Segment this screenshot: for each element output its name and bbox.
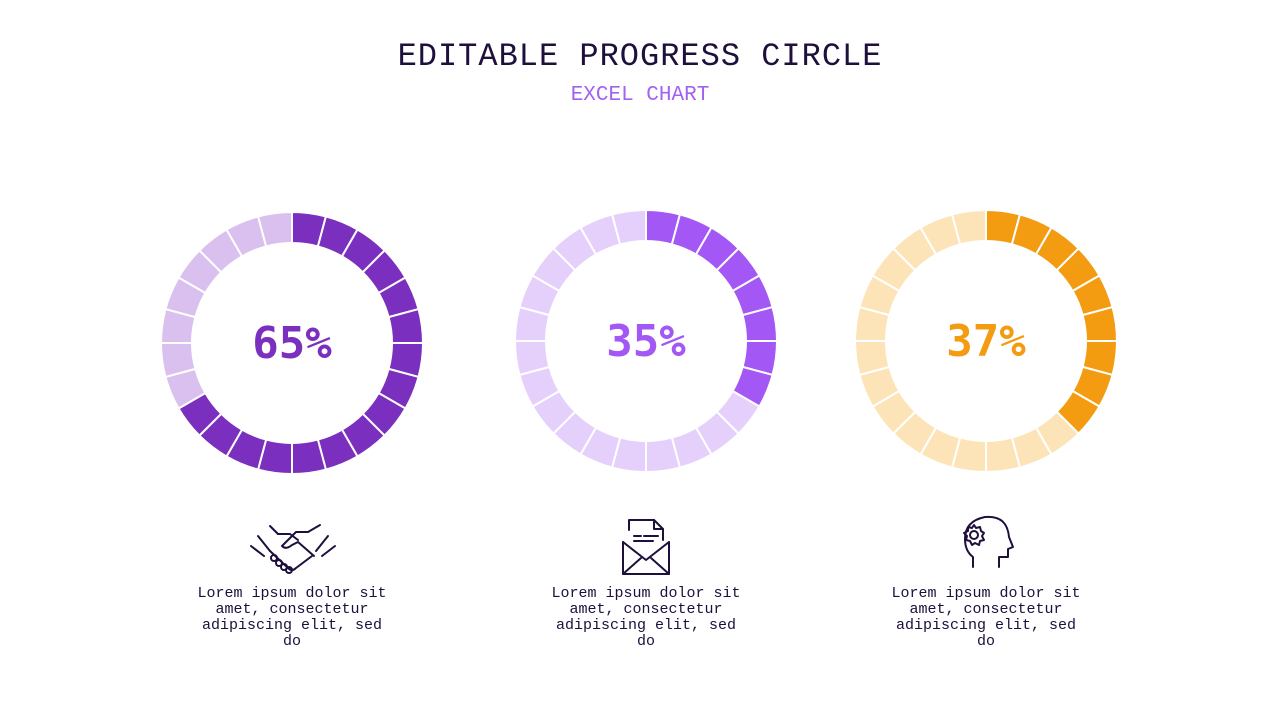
- progress-circle-1: 65%: [160, 211, 424, 475]
- progress-percent-2: 35%: [606, 315, 686, 367]
- progress-ring-2: [514, 209, 778, 473]
- envelope-icon: [601, 516, 691, 580]
- progress-percent-1: 65%: [252, 317, 332, 369]
- description-text-1: Lorem ipsum dolor sit amet, consectetur …: [197, 585, 387, 650]
- ring-segment-2-24: [610, 209, 647, 246]
- progress-circle-2: 35%: [514, 209, 778, 473]
- page-subtitle: EXCEL CHART: [570, 84, 710, 107]
- head-gear-icon: [941, 513, 1031, 577]
- ring-segment-1-24: [256, 211, 293, 248]
- ring-segment-3-24: [950, 209, 987, 246]
- page-title: EDITABLE PROGRESS CIRCLE: [397, 38, 883, 75]
- handshake-icon: [248, 516, 338, 580]
- description-text-2: Lorem ipsum dolor sit amet, consectetur …: [551, 585, 741, 650]
- progress-ring-1: [160, 211, 424, 475]
- description-text-3: Lorem ipsum dolor sit amet, consectetur …: [891, 585, 1081, 650]
- progress-ring-3: [854, 209, 1118, 473]
- progress-circle-3: 37%: [854, 209, 1118, 473]
- progress-percent-3: 37%: [946, 315, 1026, 367]
